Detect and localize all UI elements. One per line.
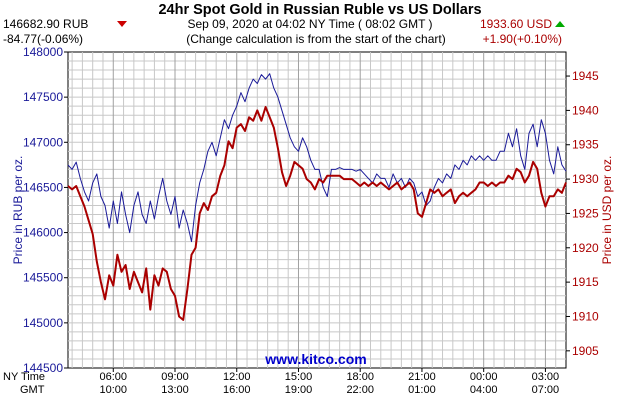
right-tick-label: 1945	[572, 69, 599, 83]
left-tick-label: 147000	[23, 135, 63, 149]
x-tick-label-ny: 03:00	[532, 371, 560, 383]
right-tick-label: 1905	[572, 344, 599, 358]
x-tick-label-gmt: 04:00	[470, 384, 498, 396]
left-tick-label: 144500	[23, 361, 63, 375]
y-axis-label-left: Price in RUB per oz.	[11, 156, 25, 265]
x-tick-label-ny: 18:00	[346, 371, 374, 383]
x-row-label-gmt: GMT	[20, 384, 45, 396]
x-tick-label-gmt: 22:00	[346, 384, 374, 396]
right-axis-ticks: 1905 1910 1915 1920 1925 1930 1935 1940 1945	[566, 69, 599, 358]
left-tick-label: 146500	[23, 180, 63, 194]
left-axis-ticks: 144500 145000 145500 146000 146500 147000 1475…	[23, 45, 68, 375]
x-tick-label-gmt: 13:00	[161, 384, 189, 396]
horizontal-gridlines	[68, 60, 566, 360]
x-tick-label-ny: 21:00	[408, 371, 436, 383]
plot-area	[67, 51, 567, 369]
left-tick-label: 145500	[23, 271, 63, 285]
up-triangle-icon	[555, 21, 565, 27]
y-axis-label-right: Price in USD per oz.	[600, 156, 614, 265]
right-tick-label: 1920	[572, 241, 599, 255]
right-quote-change: +1.90(+0.10%)	[483, 32, 562, 46]
right-tick-label: 1925	[572, 206, 599, 220]
x-row-label-ny: NY Time	[3, 371, 45, 383]
right-tick-label: 1935	[572, 138, 599, 152]
right-tick-label: 1915	[572, 275, 599, 289]
left-quote-price: 146682.90 RUB	[3, 17, 88, 31]
left-tick-label: 147500	[23, 90, 63, 104]
down-triangle-icon	[117, 21, 127, 27]
right-tick-label: 1930	[572, 172, 599, 186]
x-tick-label-gmt: 01:00	[408, 384, 436, 396]
right-quote-price: 1933.60 USD	[480, 17, 552, 31]
chart-subtitle: Sep 09, 2020 at 04:02 NY Time ( 08:02 GM…	[187, 17, 432, 31]
series-line-usd	[67, 106, 567, 321]
x-tick-label-ny: 12:00	[223, 371, 251, 383]
x-tick-label-ny: 00:00	[470, 371, 498, 383]
x-tick-label-ny: 06:00	[100, 371, 128, 383]
left-tick-label: 146000	[23, 226, 63, 240]
series-line-rub	[67, 73, 567, 243]
x-tick-label-gmt: 10:00	[100, 384, 128, 396]
watermark: www.kitco.com	[264, 351, 366, 367]
x-tick-label-gmt: 07:00	[532, 384, 560, 396]
series-layer	[67, 73, 567, 321]
x-tick-label-ny: 15:00	[285, 371, 313, 383]
chart-title: 24hr Spot Gold in Russian Ruble vs US Do…	[158, 2, 481, 18]
x-tick-label-ny: 09:00	[161, 371, 189, 383]
vertical-gridlines	[71, 52, 557, 368]
left-tick-label: 148000	[23, 45, 63, 59]
chart-note: (Change calculation is from the start of…	[186, 32, 445, 46]
x-tick-label-gmt: 16:00	[223, 384, 251, 396]
left-quote-change: -84.77(-0.06%)	[3, 32, 83, 46]
left-tick-label: 145000	[23, 316, 63, 330]
right-tick-label: 1910	[572, 309, 599, 323]
x-tick-label-gmt: 19:00	[285, 384, 313, 396]
right-tick-label: 1940	[572, 103, 599, 117]
